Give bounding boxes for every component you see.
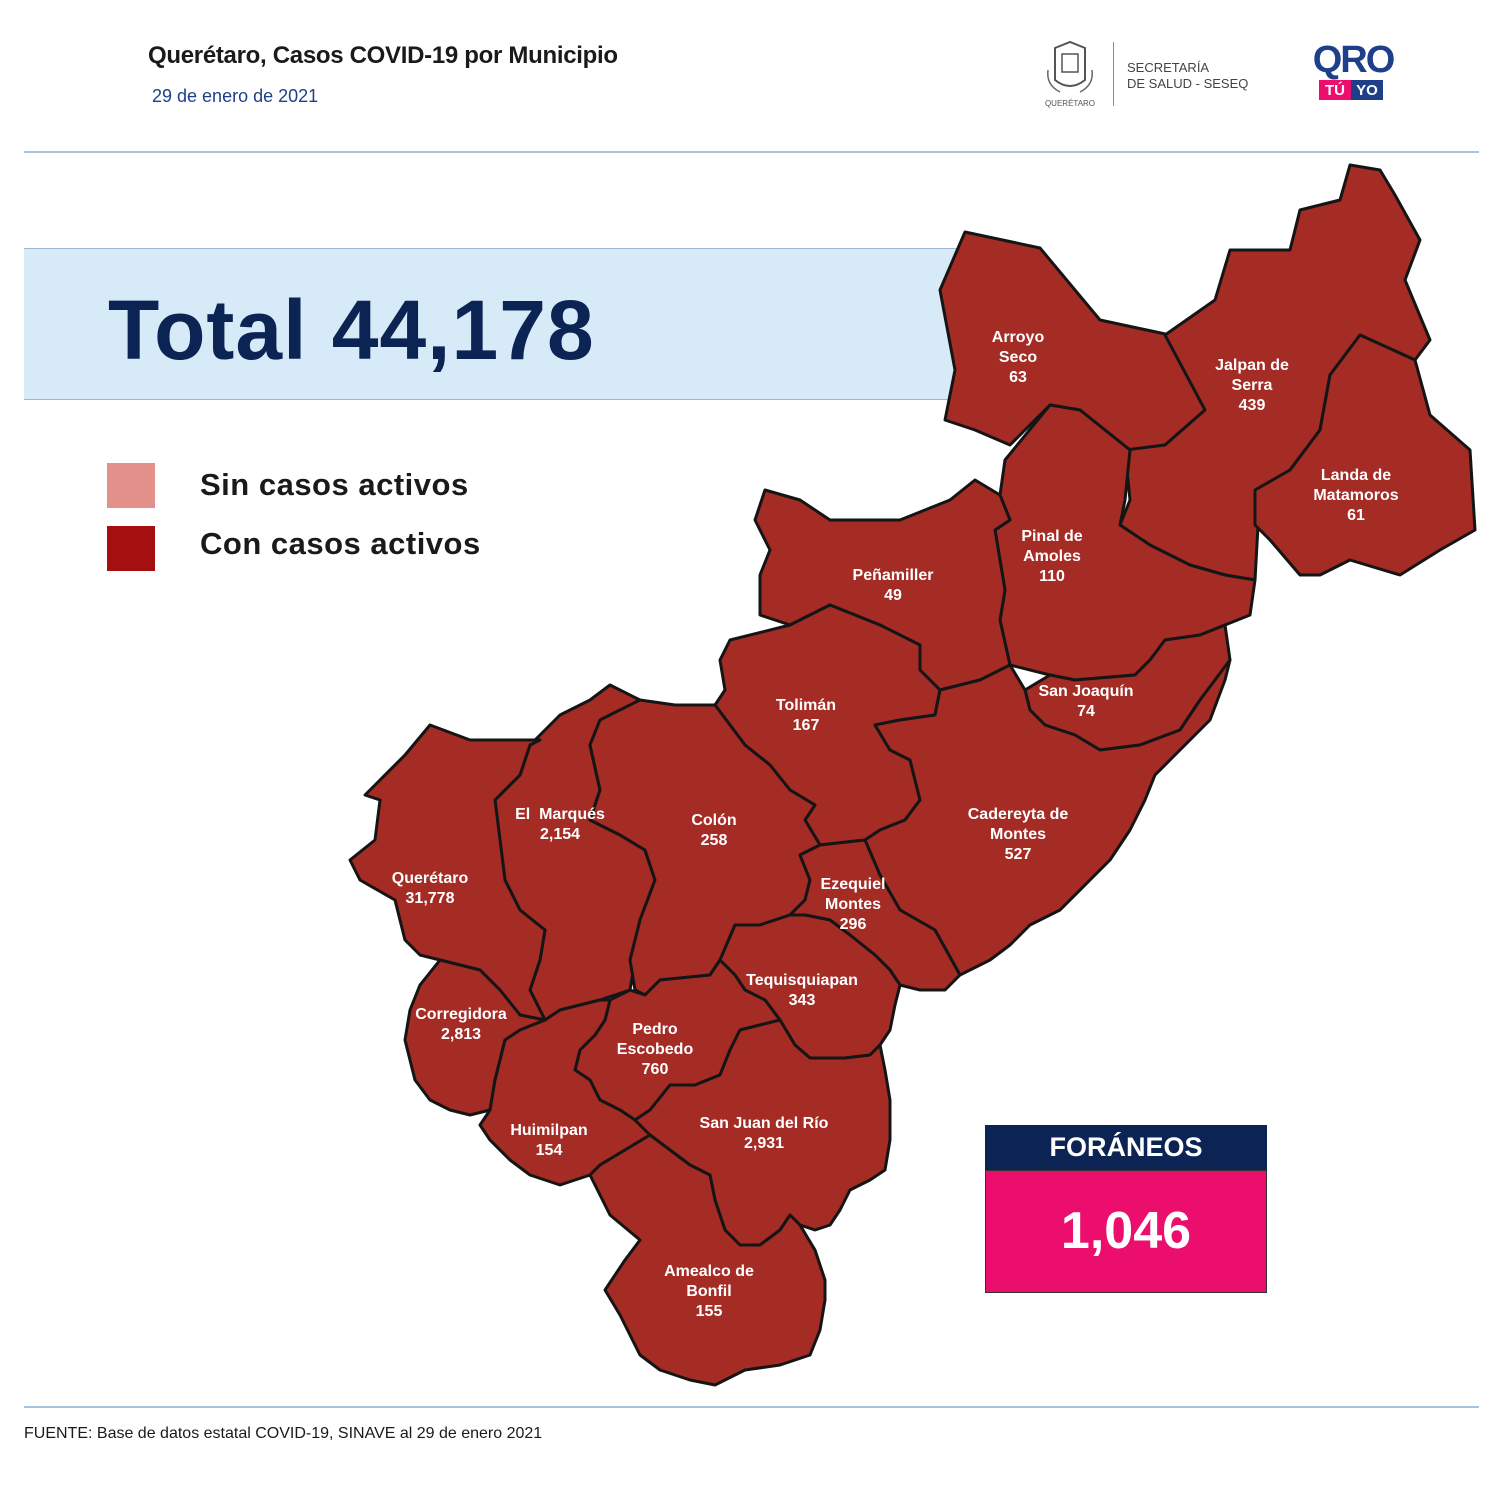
label-line: 61 [1347,507,1365,524]
legend-swatch-no-active [107,463,155,508]
label-tequisquiapan: Tequisquiapan 343 [746,972,858,1009]
label-line: 154 [536,1142,563,1159]
label-san-joaquin: San Joaquín 74 [1038,683,1133,720]
label-line: 2,931 [744,1135,784,1152]
header-divider [24,151,1479,153]
label-line: 2,813 [441,1026,481,1043]
label-line: Amealco de [664,1263,754,1280]
label-pinal: Pinal de Amoles 110 [1021,528,1082,585]
map-labels: Arroyo Seco 63 Jalpan de Serra 439 Landa de M… [392,329,1399,1320]
label-line: 74 [1077,703,1095,720]
ministry-name: SECRETARÍA DE SALUD - SESEQ [1127,60,1248,92]
label-line: Tequisquiapan [746,972,858,989]
page-title: Querétaro, Casos COVID-19 por Municipio [148,42,618,69]
label-pedro-escobedo: Pedro Escobedo 760 [617,1021,694,1078]
label-line: Tolimán [776,697,836,714]
label-line: 343 [789,992,816,1009]
qro-tu-yo-logo: QRO TÚ YO [1313,39,1396,100]
label-jalpan: Jalpan de Serra 439 [1215,357,1289,414]
label-queretaro: Querétaro 31,778 [392,870,469,907]
label-line: 49 [884,587,902,604]
label-line: Cadereyta de [968,806,1069,823]
label-line: Corregidora [415,1006,507,1023]
label-line: 110 [1039,568,1065,585]
seal-caption: QUERÉTARO [1045,99,1095,108]
region-amealco [588,1133,827,1387]
region-cadereyta [863,658,1232,977]
label-arroyo-seco: Arroyo Seco 63 [992,329,1045,386]
foraneos-header: FORÁNEOS [985,1125,1267,1170]
label-line: San Juan del Río [700,1115,829,1132]
label-line: 760 [642,1061,669,1078]
source-note: FUENTE: Base de datos estatal COVID-19, … [24,1425,543,1442]
label-line: Serra [1232,377,1273,394]
label-line: 258 [701,832,728,849]
qro-logo-word: QRO [1313,39,1394,81]
legend-label-no-active: Sin casos activos [200,467,469,502]
label-cadereyta: Cadereyta de Montes 527 [968,806,1069,863]
label-amealco: Amealco de Bonfil 155 [664,1263,754,1320]
label-line: Ezequiel [821,876,886,893]
label-line: Escobedo [617,1041,694,1058]
footer-divider [24,1406,1479,1408]
total-cases: Total 44,178 [108,283,595,377]
state-seal-logo: QUERÉTARO [1045,40,1095,108]
label-corregidora: Corregidora 2,813 [415,1006,507,1043]
label-landa: Landa de Matamoros 61 [1313,467,1398,524]
legend-label-active: Con casos activos [200,526,481,561]
label-line: Pinal de [1021,528,1082,545]
label-line: 2,154 [540,826,580,843]
label-san-juan: San Juan del Río 2,931 [700,1115,829,1152]
label-line: Querétaro [392,870,469,887]
label-line: Peñamiller [853,567,934,584]
label-line: 31,778 [406,890,455,907]
label-line: 296 [840,916,867,933]
label-line: Jalpan de [1215,357,1289,374]
label-line: El Marqués [515,806,605,823]
label-line: Amoles [1023,548,1081,565]
label-line: Montes [990,826,1046,843]
logo-divider [1113,42,1114,106]
ministry-line-1: SECRETARÍA [1127,60,1210,75]
label-line: 439 [1239,397,1266,414]
report-date: 29 de enero de 2021 [152,86,319,106]
label-line: Matamoros [1313,487,1398,504]
region-landa [1253,333,1477,577]
label-line: Seco [999,349,1037,366]
legend-swatch-active [107,526,155,571]
label-penamiller: Peñamiller 49 [853,567,934,604]
label-line: Pedro [632,1021,678,1038]
label-line: Montes [825,896,881,913]
label-line: 527 [1005,846,1032,863]
total-banner [24,248,984,400]
label-line: 167 [793,717,820,734]
qro-logo-tu: TÚ [1325,81,1345,99]
label-line: 63 [1009,369,1027,386]
foraneos-value: 1,046 [985,1170,1267,1293]
label-huimilpan: Huimilpan 154 [510,1122,587,1159]
label-ezequiel: Ezequiel Montes 296 [821,876,886,933]
label-line: Huimilpan [510,1122,587,1139]
label-el-marques: El Marqués 2,154 [515,806,605,843]
label-line: Colón [691,812,736,829]
map-regions [348,163,1477,1387]
label-colon: Colón 258 [691,812,736,849]
qro-logo-yo: YO [1356,82,1378,99]
label-line: Landa de [1321,467,1391,484]
label-toliman: Tolimán 167 [776,697,836,734]
label-line: Bonfil [686,1283,731,1300]
ministry-line-2: DE SALUD - SESEQ [1127,76,1249,91]
label-line: 155 [696,1303,723,1320]
label-line: San Joaquín [1038,683,1133,700]
label-line: Arroyo [992,329,1045,346]
